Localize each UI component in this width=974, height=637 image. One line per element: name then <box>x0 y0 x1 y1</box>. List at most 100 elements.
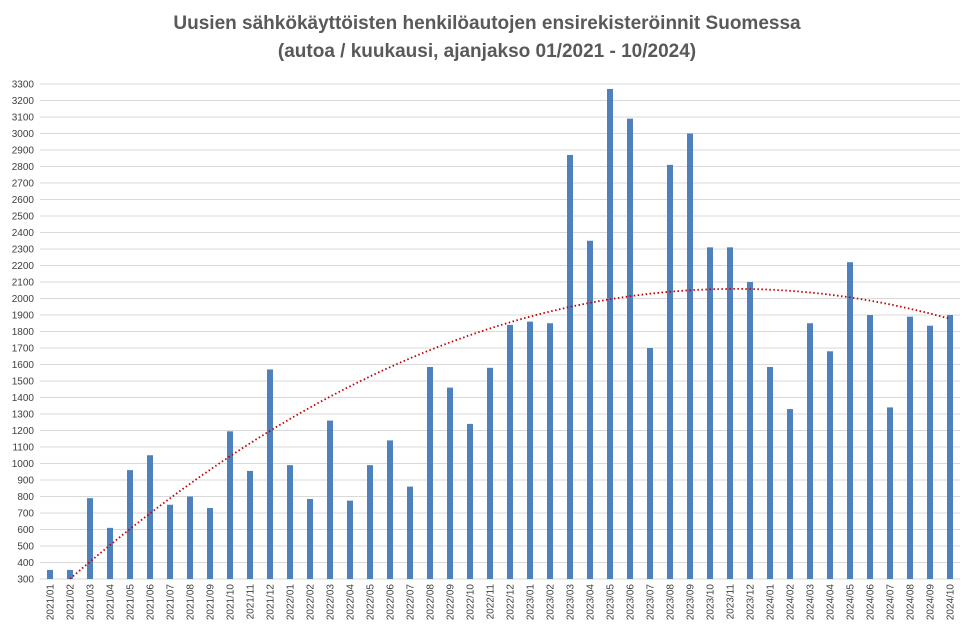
bar <box>107 527 113 579</box>
bar <box>387 440 393 579</box>
y-tick-label: 3200 <box>12 96 35 107</box>
bar <box>467 423 473 579</box>
y-tick-label: 1200 <box>12 426 35 437</box>
bar <box>627 118 633 580</box>
y-tick-label: 1400 <box>12 393 35 404</box>
y-tick-label: 1600 <box>12 360 35 371</box>
x-tick-label: 2022/12 <box>506 584 517 621</box>
bar <box>587 240 593 579</box>
bar <box>167 504 173 579</box>
y-tick-label: 1500 <box>12 377 35 388</box>
bar <box>67 569 73 579</box>
x-tick-label: 2023/07 <box>646 584 657 621</box>
x-tick-label: 2021/07 <box>166 584 177 621</box>
bar <box>487 367 493 579</box>
x-tick-label: 2023/05 <box>606 584 617 621</box>
x-tick-label: 2024/01 <box>766 584 777 621</box>
bar <box>367 465 373 579</box>
x-tick-label: 2024/09 <box>926 584 937 621</box>
bar <box>147 455 153 579</box>
x-tick-label: 2023/12 <box>746 584 757 621</box>
y-tick-label: 1000 <box>12 459 35 470</box>
x-tick-label: 2021/02 <box>66 584 77 621</box>
y-tick-label: 2500 <box>12 212 35 223</box>
bar <box>507 324 513 579</box>
x-tick-label: 2021/11 <box>246 584 257 620</box>
x-tick-label: 2022/04 <box>346 584 357 621</box>
x-tick-label: 2022/09 <box>446 584 457 621</box>
y-tick-label: 900 <box>17 476 34 487</box>
bar <box>247 470 253 579</box>
x-tick-label: 2024/08 <box>906 584 917 621</box>
x-tick-label: 2021/08 <box>186 584 197 621</box>
y-tick-label: 400 <box>17 558 34 569</box>
x-axis-ticks: 2021/01 2021/02 2021/03 2021/04 2021/05 2021/… <box>46 584 957 621</box>
bars <box>47 88 953 580</box>
bar <box>227 431 233 579</box>
x-tick-label: 2024/06 <box>866 584 877 621</box>
trendline <box>69 287 949 580</box>
x-tick-label: 2022/02 <box>306 584 317 621</box>
bar <box>427 366 433 579</box>
x-tick-label: 2022/11 <box>486 584 497 620</box>
bar <box>267 369 273 579</box>
x-tick-label: 2023/09 <box>686 584 697 621</box>
bar <box>407 486 413 579</box>
bar <box>767 366 773 579</box>
y-tick-label: 1100 <box>12 443 34 454</box>
y-tick-label: 3100 <box>12 113 35 124</box>
chart-title: Uusien sähkökäyttöisten henkilöautojen e… <box>173 13 801 34</box>
bar <box>207 508 213 579</box>
x-tick-label: 2024/02 <box>786 584 797 621</box>
trendline-layer <box>69 287 949 580</box>
bar <box>187 496 193 579</box>
x-tick-label: 2022/03 <box>326 584 337 621</box>
bar <box>547 323 553 579</box>
x-tick-label: 2024/07 <box>886 584 897 621</box>
bar <box>827 351 833 579</box>
x-tick-label: 2023/06 <box>626 584 637 621</box>
bar <box>927 325 933 579</box>
bar <box>887 407 893 579</box>
y-tick-label: 2900 <box>12 146 35 157</box>
y-axis-ticks: 300 400 500 600 700 800 900 1000 1100 1200 1300 140… <box>12 80 35 586</box>
y-tick-label: 2000 <box>12 294 35 305</box>
y-tick-label: 1900 <box>12 311 35 322</box>
bar <box>647 348 653 579</box>
x-tick-label: 2024/03 <box>806 584 817 621</box>
x-tick-label: 2023/03 <box>566 584 577 621</box>
y-tick-label: 800 <box>17 492 34 503</box>
x-tick-label: 2022/05 <box>366 584 377 621</box>
x-tick-label: 2022/08 <box>426 584 437 621</box>
x-tick-label: 2021/10 <box>226 584 237 621</box>
bar <box>327 420 333 579</box>
y-tick-label: 2600 <box>12 195 35 206</box>
x-tick-label: 2023/02 <box>546 584 557 621</box>
y-tick-label: 1700 <box>12 344 35 355</box>
x-tick-label: 2021/05 <box>126 584 137 621</box>
y-tick-label: 2700 <box>12 179 35 190</box>
x-tick-label: 2021/12 <box>266 584 277 621</box>
x-tick-label: 2022/06 <box>386 584 397 621</box>
bar <box>907 316 913 579</box>
bar <box>687 133 693 579</box>
bar <box>867 315 873 579</box>
bar <box>567 154 573 579</box>
x-tick-label: 2021/06 <box>146 584 157 621</box>
y-tick-label: 2400 <box>12 228 35 239</box>
x-tick-label: 2021/03 <box>86 584 97 621</box>
chart-title-block: Uusien sähkökäyttöisten henkilöautojen e… <box>0 10 974 66</box>
y-tick-label: 2300 <box>12 245 35 256</box>
bar <box>307 498 313 579</box>
y-tick-label: 700 <box>17 509 34 520</box>
x-tick-label: 2023/10 <box>706 584 717 621</box>
x-tick-label: 2022/07 <box>406 584 417 621</box>
x-tick-label: 2021/04 <box>106 584 117 621</box>
gridlines <box>40 83 960 580</box>
x-tick-label: 2023/04 <box>586 584 597 621</box>
x-tick-label: 2023/01 <box>526 584 537 621</box>
bar <box>747 282 753 579</box>
bar <box>347 500 353 579</box>
bar <box>787 409 793 579</box>
